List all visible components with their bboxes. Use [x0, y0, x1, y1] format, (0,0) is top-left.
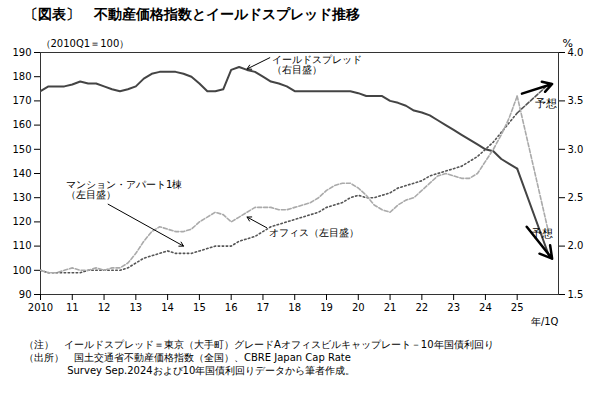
- svg-text:14: 14: [161, 302, 174, 313]
- svg-text:マンション・アパート1棟（左目盛）: マンション・アパート1棟（左目盛）: [66, 179, 182, 200]
- svg-text:予想: 予想: [535, 97, 557, 110]
- svg-text:3.0: 3.0: [568, 144, 584, 155]
- svg-text:%: %: [563, 37, 573, 50]
- svg-text:110: 110: [12, 240, 31, 251]
- svg-text:2010: 2010: [28, 302, 53, 313]
- svg-text:4.0: 4.0: [567, 46, 584, 58]
- svg-text:21: 21: [384, 302, 397, 313]
- html-text:（注） イールドスプレッド＝東京（大手町）グレードAオフィス: （注） イールドスプレッド＝東京（大手町）グレードAオフィスビルキャップレート－…: [24, 339, 494, 350]
- svg-text:150: 150: [12, 144, 31, 155]
- svg-text:3.5: 3.5: [568, 95, 584, 106]
- svg-text:18: 18: [288, 302, 301, 313]
- svg-text:24: 24: [479, 302, 492, 313]
- svg-text:170: 170: [12, 95, 31, 106]
- svg-text:2.0: 2.0: [568, 240, 584, 251]
- html-text:Survey Sep.2024および10年国債利回りデータか: Survey Sep.2024および10年国債利回りデータから筆者作成。: [24, 365, 356, 376]
- svg-text:23: 23: [447, 302, 460, 313]
- svg-text:（2010Q1＝100）: （2010Q1＝100）: [41, 38, 130, 49]
- svg-text:140: 140: [12, 168, 31, 179]
- svg-text:15: 15: [193, 302, 206, 313]
- svg-text:年/1Q: 年/1Q: [531, 316, 559, 327]
- svg-text:予想: 予想: [531, 227, 554, 240]
- svg-text:100: 100: [12, 265, 31, 276]
- html-text:（出所） 国土交通省不動産価格指数（全国）、CBRE Jap: （出所） 国土交通省不動産価格指数（全国）、CBRE Japan Cap Rat…: [24, 352, 351, 363]
- svg-text:90: 90: [19, 289, 32, 300]
- svg-text:19: 19: [320, 302, 333, 313]
- svg-text:190: 190: [12, 47, 31, 58]
- svg-text:160: 160: [12, 119, 31, 130]
- svg-text:25: 25: [511, 302, 524, 313]
- svg-text:1.5: 1.5: [568, 289, 584, 300]
- svg-text:180: 180: [12, 71, 31, 82]
- svg-text:11: 11: [66, 302, 79, 313]
- svg-text:16: 16: [225, 302, 238, 313]
- svg-text:120: 120: [12, 216, 31, 227]
- svg-text:12: 12: [98, 302, 111, 313]
- html-text:〔図表〕 不動産価格指数とイールドスプレッド推移: 〔図表〕 不動産価格指数とイールドスプレッド推移: [24, 6, 360, 22]
- svg-text:オフィス（左目盛）: オフィス（左目盛）: [269, 227, 359, 238]
- svg-text:22: 22: [415, 302, 428, 313]
- svg-text:イールドスプレッド（右目盛）: イールドスプレッド（右目盛）: [272, 54, 362, 75]
- svg-text:17: 17: [257, 302, 270, 313]
- svg-text:20: 20: [352, 302, 365, 313]
- svg-text:2.5: 2.5: [568, 192, 584, 203]
- svg-text:13: 13: [129, 302, 142, 313]
- svg-text:130: 130: [12, 192, 31, 203]
